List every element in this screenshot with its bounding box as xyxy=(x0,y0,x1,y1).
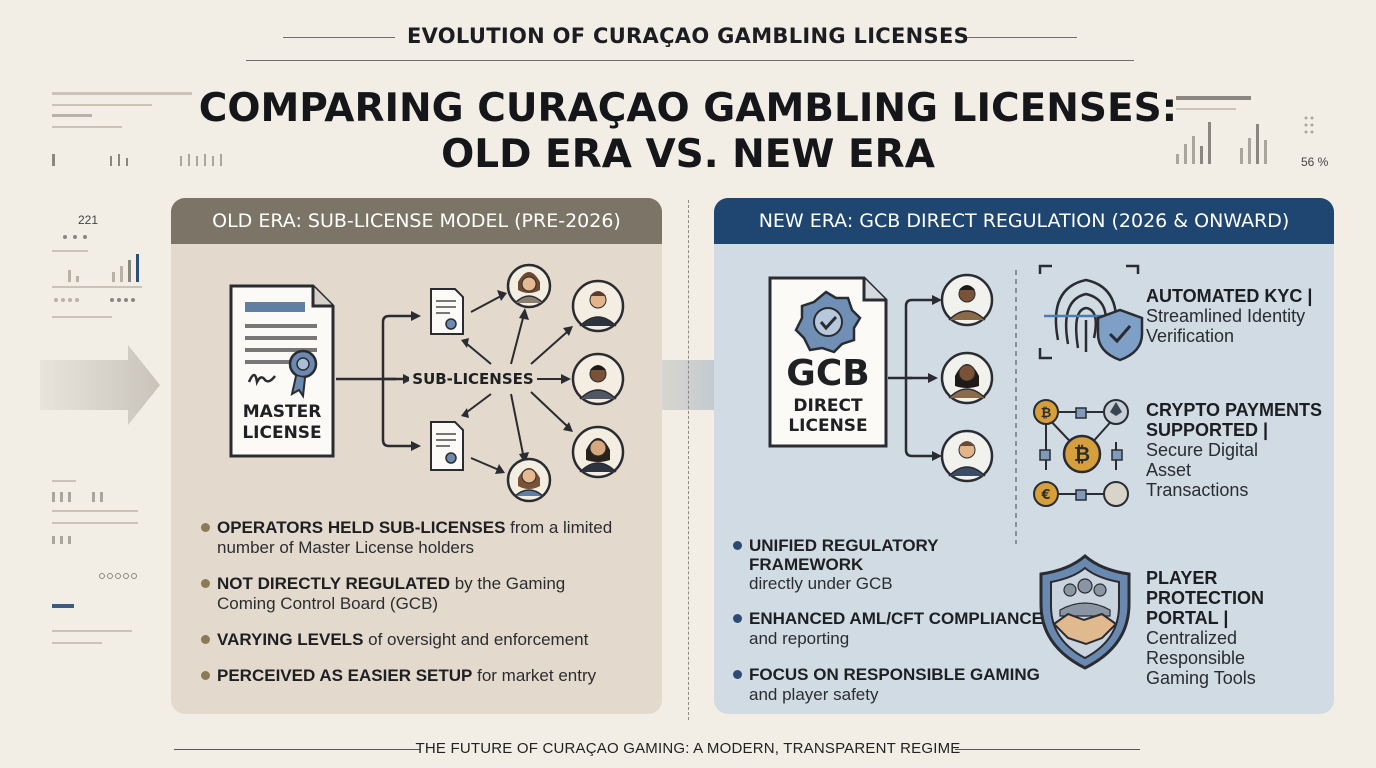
footer-tagline: THE FUTURE OF CURAÇAO GAMING: A MODERN, … xyxy=(415,740,961,757)
gcb-direct-diagram: ₿ ₿ € xyxy=(768,264,1144,670)
licensee-person-icon-1 xyxy=(940,273,994,327)
old-bullet-3: VARYING LEVELS of oversight and enforcem… xyxy=(201,630,589,650)
master-license-label-line-2: LICENSE xyxy=(242,423,322,443)
old-bullet-2: NOT DIRECTLY REGULATED by the Gaming Comi… xyxy=(201,574,566,614)
master-license-document-icon xyxy=(229,284,335,458)
feature-crypto-title-2: SUPPORTED | xyxy=(1146,420,1269,440)
feature-protection-title-1: PLAYER PROTECTION xyxy=(1146,568,1265,608)
new-era-panel: NEW ERA: GCB DIRECT REGULATION (2026 & O… xyxy=(714,198,1334,714)
sub-licenses-label: SUB-LICENSES xyxy=(409,370,537,388)
feature-automated-kyc: AUTOMATED KYC | Streamlined Identity Ver… xyxy=(1146,286,1312,346)
svg-text:₿: ₿ xyxy=(1041,406,1052,421)
sub-license-diagram xyxy=(229,263,625,503)
page-title-line-1: COMPARING CURAÇAO GAMBLING LICENSES: xyxy=(198,86,1178,131)
master-license-label: MASTER LICENSE xyxy=(231,402,333,444)
page-title: COMPARING CURAÇAO GAMBLING LICENSES: OLD… xyxy=(0,86,1376,178)
old-bullet-3-text: of oversight and enforcement xyxy=(363,630,589,649)
feature-crypto-desc-2: Asset xyxy=(1146,460,1192,480)
operator-person-icon-1 xyxy=(506,263,552,309)
left-flow-arrow-icon xyxy=(40,345,160,425)
old-bullet-2-bold: NOT DIRECTLY REGULATED xyxy=(217,574,450,593)
svg-text:€: € xyxy=(1040,488,1050,503)
decor-percent: 56 % xyxy=(1301,155,1329,169)
left-decoration xyxy=(52,92,222,644)
new-bullet-3-text: and player safety xyxy=(749,685,879,704)
new-bullet-2: ENHANCED AML/CFT COMPLIANCE and reporting xyxy=(733,609,1044,649)
old-bullet-4-text: for market entry xyxy=(472,666,597,685)
footer-rule-right xyxy=(955,749,1140,750)
sub-license-document-icon-bottom xyxy=(430,421,464,471)
operator-person-icon-2 xyxy=(571,279,625,333)
operator-person-icon-4 xyxy=(571,425,625,479)
direct-license-label-line-1: DIRECT xyxy=(793,396,863,416)
old-bullet-2-text: by the Gaming xyxy=(449,574,566,593)
new-bullet-1-text: directly under GCB xyxy=(749,574,893,593)
feature-crypto-desc-3: Transactions xyxy=(1146,480,1249,500)
old-bullet-1: OPERATORS HELD SUB-LICENSES from a limit… xyxy=(201,518,613,558)
page-title-line-2: OLD ERA VS. NEW ERA xyxy=(441,132,935,177)
operator-person-icon-3 xyxy=(571,352,625,406)
operator-person-icon-5 xyxy=(506,457,552,503)
handshake-shield-icon xyxy=(1039,554,1131,670)
feature-crypto-payments: CRYPTO PAYMENTS SUPPORTED | Secure Digit… xyxy=(1146,400,1322,500)
feature-protection-desc-2: Gaming Tools xyxy=(1146,668,1256,688)
feature-kyc-title: AUTOMATED KYC | xyxy=(1146,286,1313,306)
feature-kyc-desc-1: Streamlined Identity xyxy=(1146,306,1306,326)
old-bullet-1-line-2: number of Master License holders xyxy=(217,538,475,557)
old-era-heading: OLD ERA: SUB-LICENSE MODEL (PRE-2026) xyxy=(171,198,662,244)
feature-crypto-title-1: CRYPTO PAYMENTS xyxy=(1146,400,1323,420)
old-bullet-4-bold: PERCEIVED AS EASIER SETUP xyxy=(217,666,473,685)
feature-crypto-desc-1: Secure Digital xyxy=(1146,440,1259,460)
old-bullet-4: PERCEIVED AS EASIER SETUP for market ent… xyxy=(201,666,597,686)
feature-protection-desc-1: Centralized Responsible xyxy=(1146,628,1246,668)
decor-number: 221 xyxy=(78,213,99,227)
fingerprint-shield-icon xyxy=(1038,264,1144,362)
kicker-rule-right xyxy=(965,37,1077,38)
direct-license-label-line-2: LICENSE xyxy=(788,416,868,436)
new-bullet-2-bold: ENHANCED AML/CFT COMPLIANCE xyxy=(749,609,1044,628)
direct-license-label: DIRECT LICENSE xyxy=(770,396,886,436)
new-bullet-3-bold: FOCUS ON RESPONSIBLE GAMING xyxy=(749,665,1040,684)
center-divider xyxy=(688,200,689,720)
feature-kyc-desc-2: Verification xyxy=(1146,326,1235,346)
new-bullet-1: UNIFIED REGULATORY FRAMEWORK directly unde… xyxy=(733,536,939,593)
new-bullet-1-bold-2: FRAMEWORK xyxy=(749,555,864,574)
svg-text:₿: ₿ xyxy=(1074,442,1090,466)
feature-protection-title-2: PORTAL | xyxy=(1146,608,1229,628)
gcb-label: GCB xyxy=(786,353,870,394)
new-era-heading: NEW ERA: GCB DIRECT REGULATION (2026 & O… xyxy=(714,198,1334,244)
old-bullet-1-bold: OPERATORS HELD SUB-LICENSES xyxy=(217,518,506,537)
gcb-license-document-icon xyxy=(768,276,888,448)
old-bullet-1-text: from a limited xyxy=(505,518,613,537)
crypto-network-icon: ₿ ₿ € xyxy=(1033,399,1129,507)
kicker-rule-left xyxy=(283,37,395,38)
right-decoration xyxy=(1176,96,1314,164)
old-bullet-2-line-2: Coming Control Board (GCB) xyxy=(217,594,439,613)
feature-player-protection: PLAYER PROTECTION PORTAL | Centralized R… xyxy=(1146,568,1334,688)
kicker-title: EVOLUTION OF CURAÇAO GAMBLING LICENSES xyxy=(406,24,970,48)
kicker-underline xyxy=(246,60,1134,61)
licensee-person-icon-2 xyxy=(940,351,994,405)
new-bullet-3: FOCUS ON RESPONSIBLE GAMING and player sa… xyxy=(733,665,1040,705)
sub-license-document-icon-top xyxy=(430,288,464,335)
new-bullet-1-bold-1: UNIFIED REGULATORY xyxy=(749,536,939,555)
new-bullet-2-text: and reporting xyxy=(749,629,850,648)
old-bullet-3-bold: VARYING LEVELS xyxy=(217,630,364,649)
footer-rule-left xyxy=(174,749,420,750)
licensee-person-icon-3 xyxy=(940,429,994,483)
master-license-label-line-1: MASTER xyxy=(242,402,322,422)
old-era-panel: OLD ERA: SUB-LICENSE MODEL (PRE-2026) xyxy=(171,198,662,714)
